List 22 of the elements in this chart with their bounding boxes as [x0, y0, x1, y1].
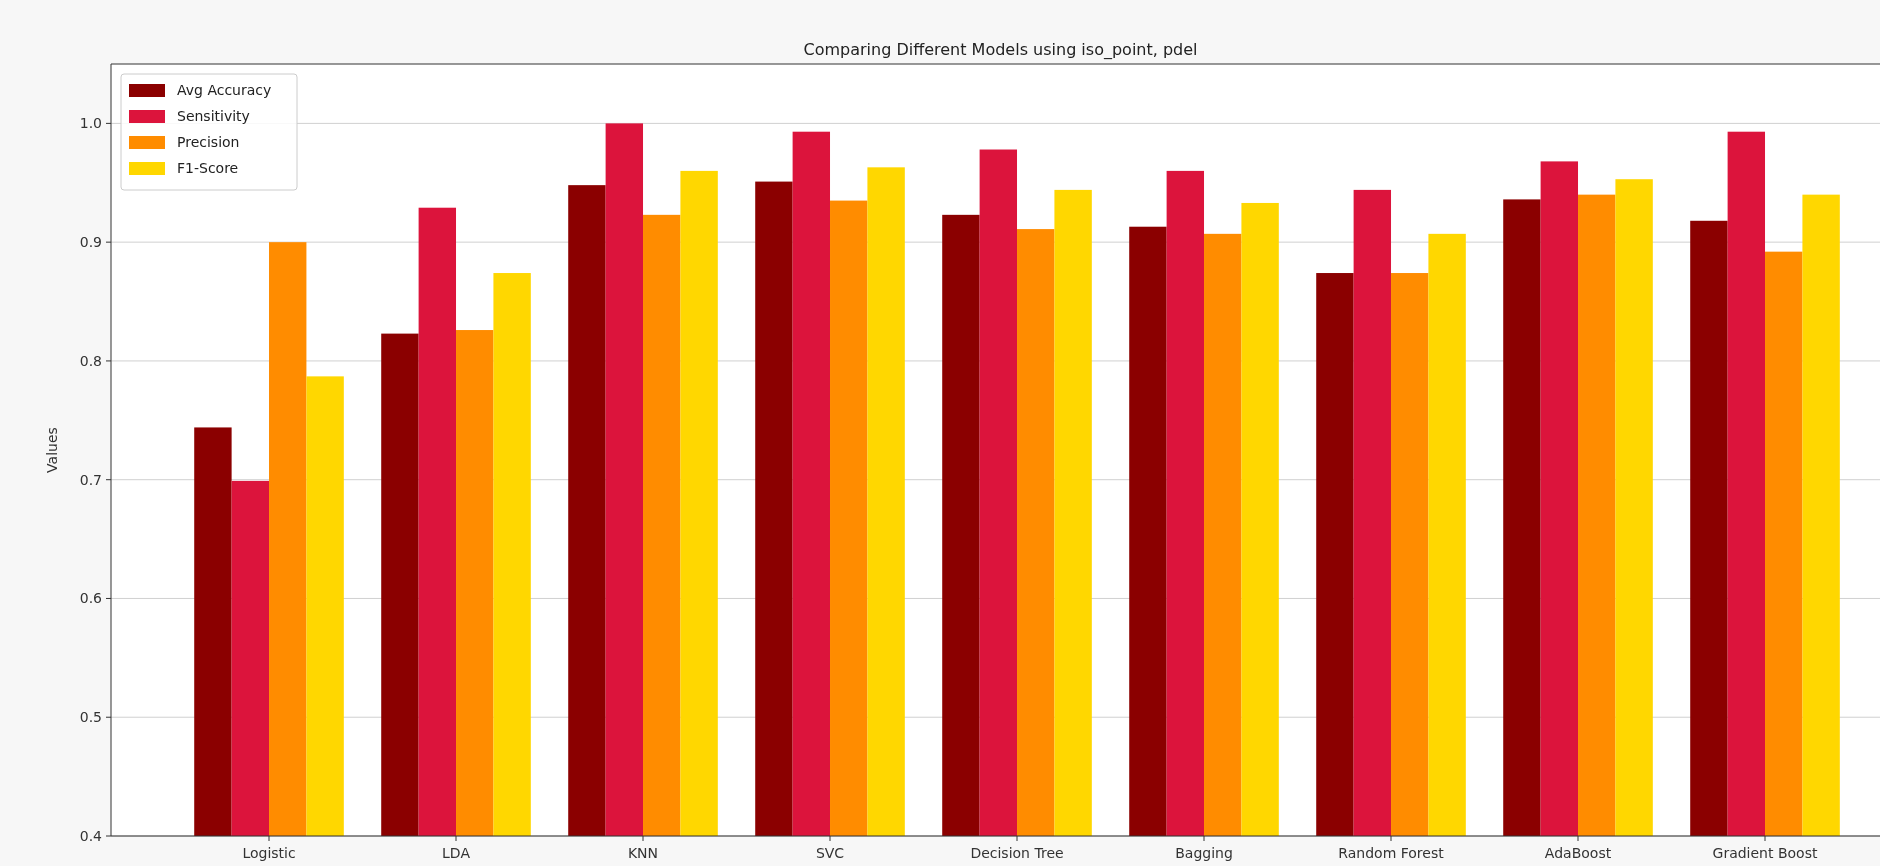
y-tick-label: 0.6 [79, 590, 103, 607]
x-tick-label: AdaBoost [1544, 845, 1612, 861]
x-tick-label: KNN [627, 845, 659, 861]
y-tick-label: 0.5 [79, 709, 102, 726]
legend-label: Precision [177, 133, 240, 150]
y-tick-label: 1.0 [79, 115, 102, 132]
x-tick-label: SVC [815, 845, 845, 861]
y-axis-title: Values [44, 427, 60, 473]
y-tick-label: 0.8 [79, 352, 102, 369]
x-tick-label: Gradient Boost [1712, 845, 1818, 861]
y-tick-label: 0.4 [79, 827, 103, 844]
x-tick-label: Logistic [242, 845, 296, 861]
x-tick-label: LDA [442, 845, 471, 861]
x-tick-label: Decision Tree [970, 845, 1064, 861]
legend-label: F1-Score [177, 159, 239, 176]
y-tick-label: 0.9 [79, 234, 102, 251]
x-tick-label: Bagging [1175, 845, 1233, 861]
x-tick-label: Random Forest [1338, 845, 1445, 861]
legend-label: Avg Accuracy [177, 81, 272, 98]
legend-label: Sensitivity [177, 107, 250, 124]
chart-title: Comparing Different Models using iso_point, pdel [803, 40, 1198, 60]
y-tick-label: 0.7 [79, 471, 102, 488]
